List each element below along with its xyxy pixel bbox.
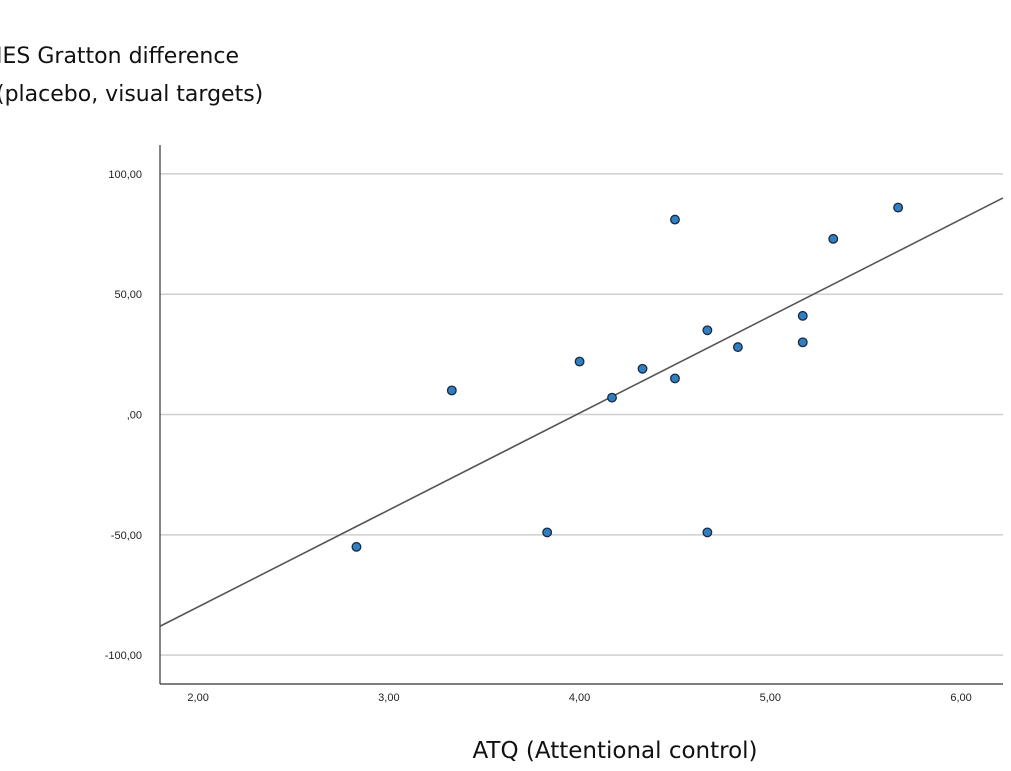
data-point (893, 202, 904, 213)
data-point (828, 233, 839, 244)
x-tick-label: 3,00 (378, 692, 399, 704)
x-tick-label: 2,00 (187, 692, 208, 704)
y-tick-label: -50,00 (111, 530, 142, 542)
data-point (797, 310, 808, 321)
data-point (574, 356, 585, 367)
x-tick-label: 6,00 (950, 692, 971, 704)
data-point (732, 342, 743, 353)
y-axis-title-line-1: IES Gratton difference (0, 44, 240, 69)
data-point (607, 392, 617, 403)
data-point (351, 541, 362, 552)
x-axis-title: ATQ (Attentional control) (472, 738, 758, 764)
y-tick-label: 50,00 (114, 289, 142, 301)
y-tick-label: 100,00 (108, 169, 142, 181)
y-tick-label: -100,00 (105, 650, 142, 662)
data-point (702, 325, 713, 336)
data-point (637, 363, 648, 374)
y-axis-title-line-2: (placebo, visual targets) (0, 82, 264, 107)
data-point (446, 385, 457, 396)
data-point (542, 527, 553, 538)
x-tick-label: 4,00 (569, 692, 590, 704)
x-tick-label: 5,00 (760, 692, 781, 704)
y-tick-label: ,00 (127, 410, 142, 422)
data-point (670, 214, 680, 225)
y-axis-title: IES Gratton difference (placebo, visual … (0, 38, 263, 114)
data-point (797, 337, 808, 348)
data-point (702, 527, 713, 538)
fit-line (159, 197, 1004, 627)
data-point (670, 373, 680, 384)
